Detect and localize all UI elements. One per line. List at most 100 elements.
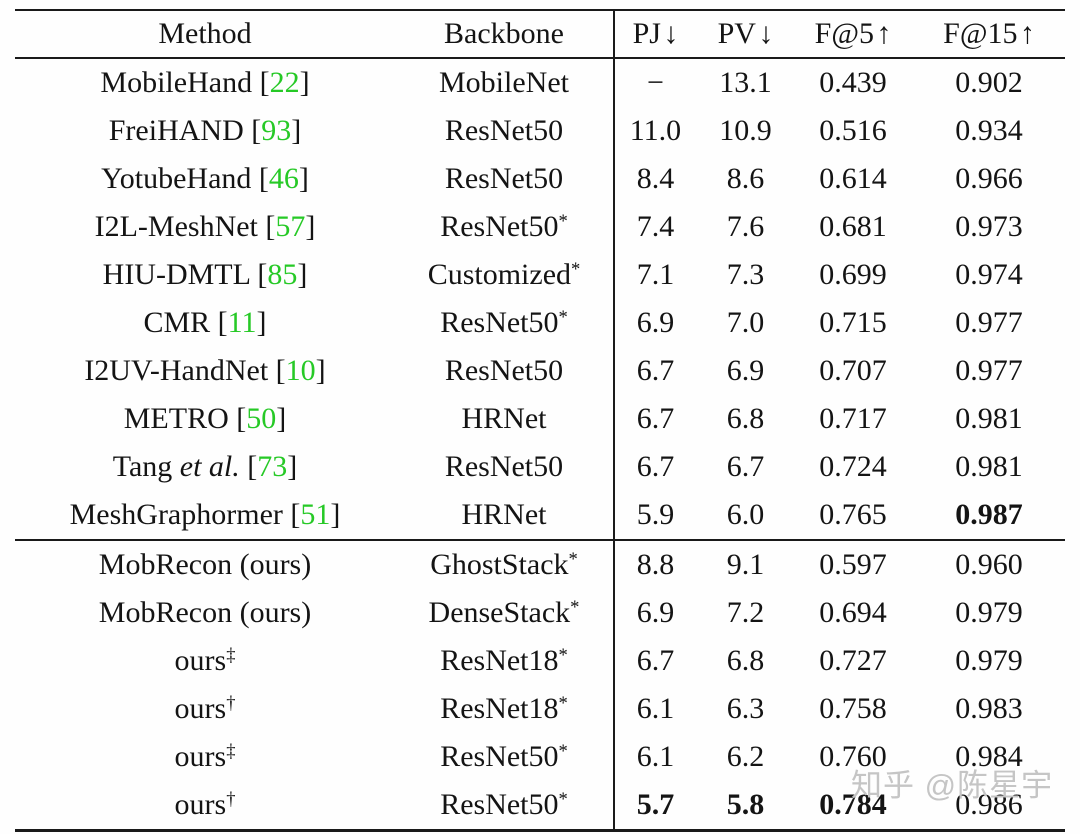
pv-value-cell: 7.3 [726,258,765,291]
backbone-cell: ResNet50 [395,354,613,388]
f5-value-cell: 0.727 [819,644,887,677]
backbone-name: ResNet50 [440,210,559,243]
f5-value-cell: 0.681 [819,210,887,243]
backbone-name: Customized [427,258,572,291]
citation: [93] [244,114,301,147]
pv-value-cell: 7.0 [726,306,765,339]
pj-value-cell: 7.1 [636,258,675,291]
table-row: CMR [11] ResNet50* 6.9 7.0 0.715 0.977 [15,299,1065,347]
backbone-star-mark: * [568,548,578,570]
backbone-cell: ResNet50 [395,114,613,148]
method-name: I2L-MeshNet [94,210,258,243]
f5-value-cell: 0.760 [819,740,887,773]
citation-bracket-open: [ [290,498,301,531]
column-header-label: PV [717,17,756,50]
pj-value-cell: 11.0 [629,114,682,147]
pv-value-cell: 6.2 [726,740,765,773]
pj-value-cell: 6.7 [636,354,675,387]
citation-bracket-open: [ [217,306,228,339]
citation-bracket-open: [ [257,258,268,291]
f5-value-cell: 0.715 [819,306,887,339]
backbone-cell: GhostStack* [395,548,613,582]
pv-value-cell: 6.3 [726,692,765,725]
citation-bracket-close: ] [256,306,267,339]
pv-value-cell: 8.6 [726,162,765,195]
column-header-method: Method [15,17,395,51]
group-divider-rule [15,539,1065,541]
citation: [57] [258,210,315,243]
f5-value-cell: 0.694 [819,596,887,629]
pj-value-cell: 8.4 [636,162,675,195]
backbone-cell: ResNet18* [395,692,613,726]
table-row: ours† ResNet50* 5.7 5.8 0.784 0.986 [15,781,1065,829]
backbone-cell: HRNet [395,498,613,532]
table-row: ours‡ ResNet18* 6.7 6.8 0.727 0.979 [15,637,1065,685]
method-name: FreiHAND [108,114,244,147]
f15-value-cell: 0.973 [955,210,1023,243]
citation-bracket-close: ] [315,354,326,387]
backbone-name: GhostStack [430,548,569,581]
citation: [11] [210,306,267,339]
column-header-f15: F@15↑ [913,17,1065,51]
pv-value-cell: 6.0 [726,498,765,531]
method-cell: ours† [15,788,395,822]
metric-direction-arrow-icon: ↓ [663,17,679,50]
method-name: I2UV-HandNet [84,354,269,387]
pj-value-cell: 6.1 [636,740,675,773]
f15-value-cell: 0.974 [955,258,1023,291]
f15-value-cell: 0.977 [955,354,1023,387]
pv-value-cell: 9.1 [726,548,765,581]
f15-value-cell: 0.934 [955,114,1023,147]
table-row: I2L-MeshNet [57] ResNet50* 7.4 7.6 0.681… [15,203,1065,251]
backbone-name: ResNet50 [440,306,559,339]
backbone-name: HRNet [461,402,547,435]
table-row: Tang et al. [73] ResNet50 6.7 6.7 0.724 … [15,443,1065,491]
f15-value-cell: 0.986 [955,788,1023,821]
column-header-f5: F@5↑ [793,17,913,51]
citation-number: 22 [269,66,300,99]
backbone-name: MobileNet [439,66,569,99]
table-row: YotubeHand [46] ResNet50 8.4 8.6 0.614 0… [15,155,1065,203]
citation-number: 50 [246,402,277,435]
column-divider-line [613,9,615,832]
table-row: I2UV-HandNet [10] ResNet50 6.7 6.9 0.707… [15,347,1065,395]
metric-direction-arrow-icon: ↑ [876,17,892,50]
method-cell: MobRecon (ours) [15,548,395,582]
column-header-label: F@15 [943,17,1018,50]
method-cell: HIU-DMTL [85] [15,258,395,292]
pv-value-cell: 6.8 [726,644,765,677]
f15-value-cell: 0.981 [955,450,1023,483]
table-row: ours‡ ResNet50* 6.1 6.2 0.760 0.984 [15,733,1065,781]
citation-number: 85 [267,258,298,291]
backbone-cell: Customized* [395,258,613,292]
method-name: MobRecon (ours) [98,596,312,629]
citation-bracket-open: [ [259,66,270,99]
method-cell: MobileHand [22] [15,66,395,100]
f5-value-cell: 0.614 [819,162,887,195]
backbone-star-mark: * [571,258,581,280]
f15-value-cell: 0.902 [955,66,1023,99]
f15-value-cell: 0.984 [955,740,1023,773]
citation-number: 51 [300,498,331,531]
column-header-backbone: Backbone [395,17,613,51]
metric-direction-arrow-icon: ↓ [758,17,774,50]
pj-value-cell: 6.9 [636,306,675,339]
citation-number: 46 [268,162,299,195]
header-bottom-rule [15,57,1065,59]
column-header-pv: PV↓ [698,17,793,51]
backbone-cell: ResNet50 [395,450,613,484]
method-name: CMR [143,306,211,339]
pv-value-cell: 5.8 [726,788,765,821]
backbone-name: ResNet18 [440,692,559,725]
table-top-rule [15,9,1065,11]
citation-bracket-close: ] [297,258,308,291]
f15-value-cell: 0.981 [955,402,1023,435]
f5-value-cell: 0.597 [819,548,887,581]
pj-value-cell: 6.9 [636,596,675,629]
f15-value-cell: 0.977 [955,306,1023,339]
header-row: Method Backbone PJ↓ PV↓ F@5↑ F@15↑ [15,11,1065,57]
backbone-star-mark: * [558,740,568,762]
backbone-star-mark: * [558,692,568,714]
backbone-name: ResNet50 [440,740,559,773]
